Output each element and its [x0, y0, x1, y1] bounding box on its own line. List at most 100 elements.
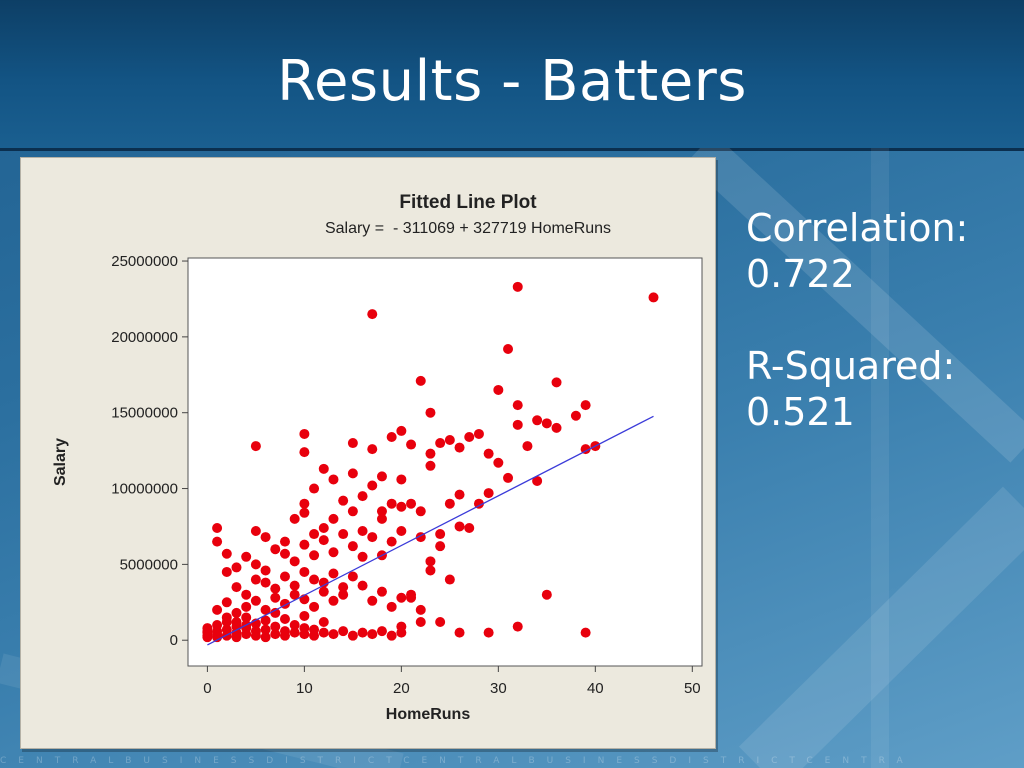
- data-point: [367, 480, 378, 491]
- data-point: [444, 574, 455, 585]
- data-point: [454, 489, 465, 500]
- data-point: [260, 632, 271, 643]
- data-point: [376, 506, 387, 517]
- data-point: [406, 439, 417, 450]
- data-point: [221, 624, 232, 635]
- data-point: [318, 627, 329, 638]
- data-point: [386, 630, 397, 641]
- data-point: [309, 574, 320, 585]
- data-point: [212, 522, 223, 533]
- data-point: [328, 629, 339, 640]
- data-point: [318, 463, 329, 474]
- data-point: [425, 460, 436, 471]
- data-point: [241, 612, 252, 623]
- data-point: [396, 501, 407, 512]
- y-tick-label: 20000000: [111, 329, 178, 346]
- x-tick-label: 0: [203, 680, 211, 697]
- y-axis-label: Salary: [52, 438, 69, 486]
- data-point: [551, 377, 562, 388]
- data-point: [299, 507, 310, 518]
- x-tick-label: 50: [684, 680, 701, 697]
- scatter-chart: Fitted Line Plot Salary = - 311069 + 327…: [52, 192, 703, 723]
- data-point: [493, 457, 504, 468]
- data-point: [580, 400, 591, 411]
- data-point: [250, 595, 261, 606]
- x-axis: 0 10 20 30 40 50: [203, 666, 701, 697]
- data-point: [270, 629, 281, 640]
- data-point: [270, 607, 281, 618]
- data-point: [212, 620, 223, 631]
- data-point: [473, 428, 484, 439]
- data-point: [328, 595, 339, 606]
- data-point: [338, 495, 349, 506]
- data-point: [250, 626, 261, 637]
- data-point: [396, 526, 407, 537]
- data-point: [260, 604, 271, 615]
- data-point: [318, 617, 329, 628]
- data-point: [580, 444, 591, 455]
- data-point: [212, 536, 223, 547]
- data-point: [241, 601, 252, 612]
- data-point: [493, 384, 504, 395]
- data-point: [435, 529, 446, 540]
- data-point: [270, 544, 281, 555]
- y-tick-label: 0: [170, 632, 178, 649]
- data-point: [454, 521, 465, 532]
- data-point: [367, 629, 378, 640]
- title-band: [0, 0, 1024, 151]
- data-point: [396, 474, 407, 485]
- data-point: [279, 548, 290, 559]
- data-point: [231, 582, 242, 593]
- data-point: [309, 483, 320, 494]
- data-point: [570, 410, 581, 421]
- data-point: [425, 407, 436, 418]
- data-point: [473, 498, 484, 509]
- data-point: [503, 472, 514, 483]
- slide-title: Results - Batters: [277, 49, 747, 114]
- data-point: [396, 621, 407, 632]
- plot-area: [187, 257, 703, 667]
- data-point: [347, 571, 358, 582]
- data-point: [231, 617, 242, 628]
- data-point: [309, 601, 320, 612]
- data-point: [367, 595, 378, 606]
- data-point: [250, 526, 261, 537]
- data-point: [396, 425, 407, 436]
- data-point: [241, 551, 252, 562]
- data-points: [202, 281, 659, 643]
- data-point: [541, 418, 552, 429]
- data-point: [328, 547, 339, 558]
- data-point: [299, 623, 310, 634]
- data-point: [299, 566, 310, 577]
- data-point: [279, 613, 290, 624]
- data-point: [532, 415, 543, 426]
- data-point: [580, 627, 591, 638]
- data-point: [406, 592, 417, 603]
- data-point: [512, 419, 523, 430]
- data-point: [328, 513, 339, 524]
- data-point: [425, 448, 436, 459]
- data-point: [221, 597, 232, 608]
- data-point: [221, 548, 232, 559]
- data-point: [648, 292, 659, 303]
- data-point: [512, 400, 523, 411]
- data-point: [347, 438, 358, 449]
- stats-block: Correlation: 0.722 R-Squared: 0.521: [746, 205, 1016, 435]
- data-point: [347, 541, 358, 552]
- x-tick-label: 20: [393, 680, 410, 697]
- data-point: [309, 624, 320, 635]
- data-point: [357, 627, 368, 638]
- data-point: [415, 617, 426, 628]
- data-point: [289, 620, 300, 631]
- data-point: [454, 627, 465, 638]
- data-point: [250, 559, 261, 570]
- data-point: [386, 431, 397, 442]
- data-point: [260, 624, 271, 635]
- data-point: [376, 471, 387, 482]
- data-point: [260, 532, 271, 543]
- chart-subtitle: Salary = - 311069 + 327719 HomeRuns: [325, 220, 611, 237]
- data-point: [483, 448, 494, 459]
- data-point: [541, 589, 552, 600]
- data-point: [386, 498, 397, 509]
- data-point: [367, 444, 378, 455]
